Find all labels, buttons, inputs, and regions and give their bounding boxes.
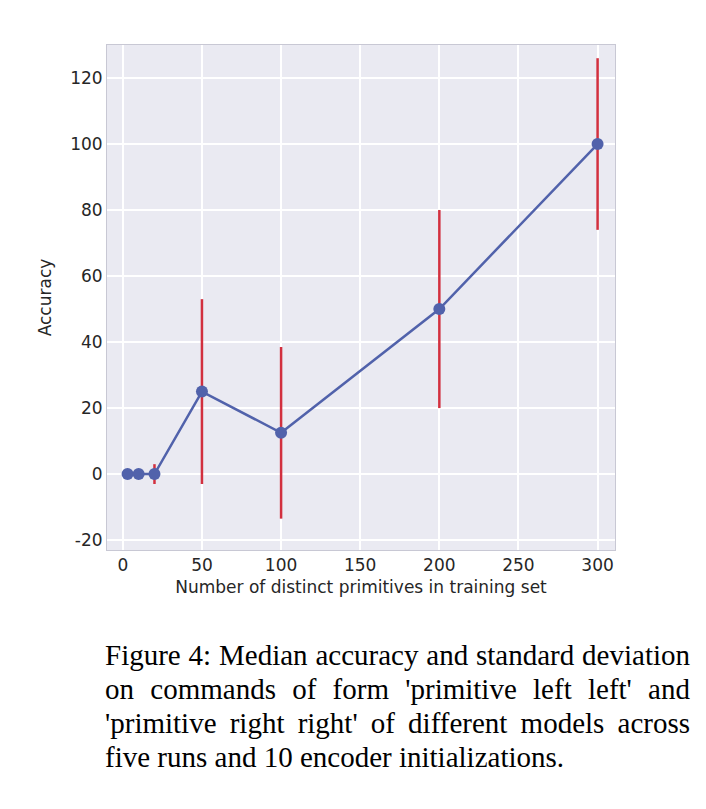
svg-text:80: 80 <box>81 200 103 220</box>
svg-text:150: 150 <box>344 555 376 575</box>
svg-text:200: 200 <box>423 555 455 575</box>
html-text:Figure 4: Median accuracy and: Figure 4: Median accuracy and standard d… <box>105 639 690 773</box>
svg-text:20: 20 <box>81 398 103 418</box>
svg-text:Number of distinct primitives: Number of distinct primitives in trainin… <box>175 577 547 597</box>
svg-text:-20: -20 <box>75 530 103 550</box>
svg-text:100: 100 <box>70 134 102 154</box>
svg-text:300: 300 <box>581 555 613 575</box>
svg-text:50: 50 <box>191 555 213 575</box>
svg-text:40: 40 <box>81 332 103 352</box>
svg-text:Accuracy: Accuracy <box>35 259 55 337</box>
svg-text:120: 120 <box>70 68 102 88</box>
svg-text:0: 0 <box>92 464 103 484</box>
svg-text:0: 0 <box>117 555 128 575</box>
svg-text:100: 100 <box>265 555 297 575</box>
svg-text:250: 250 <box>502 555 534 575</box>
svg-text:60: 60 <box>81 266 103 286</box>
